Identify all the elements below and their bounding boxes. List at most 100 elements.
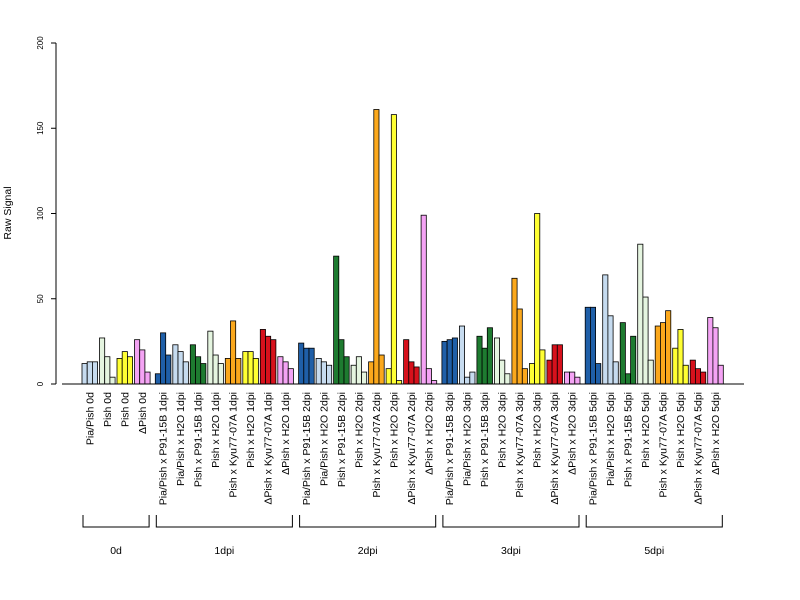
bar: [595, 363, 602, 385]
bar: [287, 368, 294, 385]
bar: [425, 368, 432, 385]
category-label: ΔPish x Kyu77-07A 2dpi: [406, 392, 418, 505]
category-label: ΔPish x H2O 2dpi: [423, 392, 435, 475]
group-bracket: [585, 515, 723, 528]
bar: [607, 315, 614, 385]
group-brackets: 0d 1dpi 2dpi 3dpi 5dpi: [82, 515, 723, 557]
bar: [355, 356, 362, 385]
bar: [481, 347, 488, 385]
bars: [81, 109, 724, 385]
bar: [464, 376, 471, 385]
bar: [247, 351, 254, 385]
bar: [99, 337, 106, 385]
category-label: Pish x P91-15B 2dpi: [336, 392, 348, 487]
bar: [338, 339, 345, 385]
bar: [333, 255, 340, 385]
bar: [217, 363, 224, 385]
category-label: Pish x Kyu77-07A 1dpi: [228, 392, 240, 498]
bar: [707, 317, 714, 385]
bar: [677, 329, 684, 385]
category-label: Pia/Pish x H2O 5dpi: [605, 392, 617, 486]
bar: [385, 368, 392, 385]
category-labels: Pia/Pish 0d Pish 0d Pish 0d ΔPish 0d Pia/Pis…: [84, 392, 722, 505]
bar: [521, 368, 528, 385]
group-bracket: [82, 515, 150, 528]
bar: [700, 371, 707, 385]
bar: [486, 327, 493, 385]
y-tick-label: 0: [36, 381, 45, 386]
y-axis-label: Raw Signal: [2, 186, 14, 239]
category-label: Pish x P91-15B 3dpi: [479, 392, 491, 487]
bar: [270, 339, 277, 385]
bar: [390, 114, 397, 385]
bar: [265, 335, 272, 385]
bar: [446, 339, 453, 385]
category-label: Pish x H2O 2dpi: [353, 392, 365, 468]
category-label: Pish x P91-15B 5dpi: [623, 392, 635, 487]
bar: [303, 347, 310, 385]
category-label: Pia/Pish x H2O 2dpi: [318, 392, 330, 486]
bar: [282, 361, 289, 385]
category-label: ΔPish x Kyu77-07A 3dpi: [549, 392, 561, 505]
bar: [476, 335, 483, 385]
category-label: Pia/Pish x H2O 1dpi: [175, 392, 187, 486]
bar: [189, 344, 196, 385]
bar: [320, 361, 327, 385]
category-label: Pish x H2O 1dpi: [245, 392, 257, 468]
y-tick-label: 150: [36, 121, 45, 135]
category-label: Pish x H2O 1dpi: [210, 392, 222, 468]
bar: [625, 373, 632, 385]
bar: [212, 354, 219, 385]
category-label: Pish x H2O 5dpi: [640, 392, 652, 468]
group-label: 5dpi: [644, 545, 664, 557]
bar: [665, 310, 672, 385]
category-label: Pish x H2O 5dpi: [675, 392, 687, 468]
bar: [413, 366, 420, 385]
bar: [378, 354, 385, 385]
bar: [165, 354, 172, 385]
bar: [230, 320, 237, 385]
bar: [116, 358, 123, 385]
bar: [493, 337, 500, 385]
bar: [144, 371, 151, 385]
bar: [235, 358, 242, 385]
category-label: Pish 0d: [119, 392, 131, 427]
bar: [298, 342, 305, 385]
bar: [81, 363, 88, 385]
bar: [139, 349, 146, 385]
bar: [534, 213, 541, 385]
bar: [647, 359, 654, 385]
bar: [499, 359, 506, 385]
bar: [569, 371, 576, 385]
bar: [451, 337, 458, 385]
bar: [368, 361, 375, 385]
bar: [277, 356, 284, 385]
bar: [207, 330, 214, 385]
bar: [441, 340, 448, 385]
bar: [242, 351, 249, 385]
category-label: Pish x Kyu77-07A 5dpi: [658, 392, 670, 498]
category-label: Pia/Pish 0d: [84, 392, 96, 445]
bar: [195, 356, 202, 385]
group-label: 2dpi: [358, 545, 378, 557]
category-label: ΔPish x Kyu77-07A 1dpi: [263, 392, 275, 505]
category-label: ΔPish x H2O 5dpi: [710, 392, 722, 475]
bar: [717, 364, 724, 385]
bar: [564, 371, 571, 385]
bar: [682, 364, 689, 385]
bar: [361, 371, 368, 385]
y-tick-label: 50: [36, 294, 45, 303]
y-tick-label: 100: [36, 206, 45, 220]
category-label: Pish x Kyu77-07A 2dpi: [371, 392, 383, 498]
group-bracket: [442, 515, 580, 528]
bar: [109, 376, 116, 385]
category-label: Pia/Pish x P91-15B 2dpi: [301, 392, 313, 505]
bar: [511, 277, 518, 385]
bar: [127, 356, 134, 385]
bar: [252, 358, 259, 385]
category-label: ΔPish x H2O 3dpi: [567, 392, 579, 475]
bar: [86, 361, 93, 385]
bar: [516, 308, 523, 385]
bar: [92, 361, 99, 385]
bar: [154, 373, 161, 385]
